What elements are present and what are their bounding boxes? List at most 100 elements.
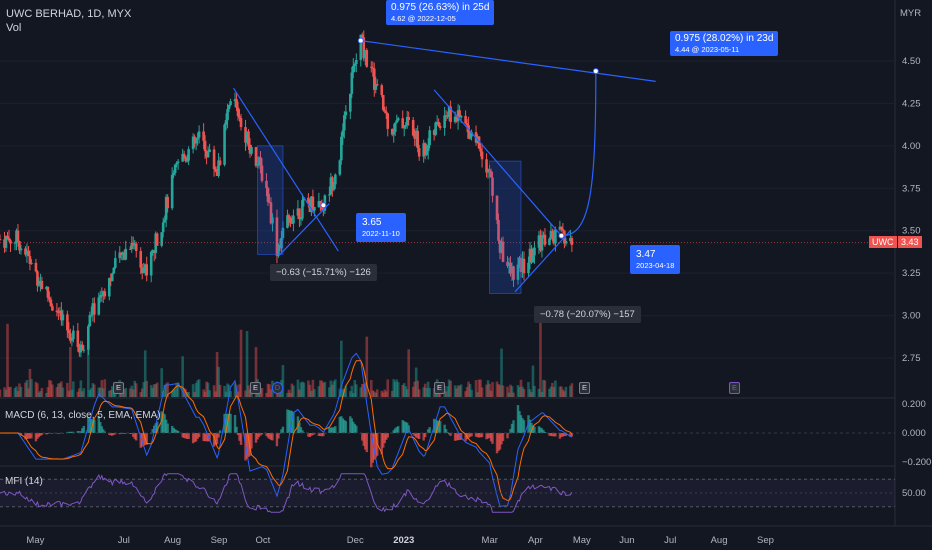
volume-bar: [518, 387, 521, 397]
macd-hist-bar: [470, 433, 473, 437]
macd-hist-bar: [70, 431, 74, 433]
candle-body: [91, 303, 95, 315]
candle-body: [495, 195, 499, 221]
volume-bar: [328, 387, 331, 397]
macd-hist-bar: [533, 426, 536, 433]
macd-hist-bar: [155, 421, 159, 433]
volume-bar: [332, 381, 336, 397]
macd-hist-bar: [386, 433, 389, 438]
macd-hist-bar: [218, 430, 222, 433]
price-tick-label: 2.75: [902, 353, 921, 364]
mfi-tick-label: 50.00: [902, 488, 926, 499]
earnings-mark[interactable]: E: [579, 382, 590, 394]
macd-hist-bar: [81, 428, 84, 433]
candle-body: [121, 252, 125, 255]
macd-hist-bar: [397, 426, 400, 433]
macd-hist-bar: [298, 422, 301, 433]
candle-body: [145, 264, 149, 276]
candle-body: [119, 252, 123, 255]
x-tick-label: Jun: [619, 535, 634, 546]
macd-hist-bar: [271, 433, 274, 441]
macd-hist-bar: [540, 428, 544, 433]
candle-body: [181, 153, 184, 162]
macd-hist-bar: [286, 409, 289, 433]
candle-body: [93, 303, 96, 315]
volume-bar: [396, 382, 400, 397]
macd-hist-bar: [310, 433, 313, 436]
volume-bar: [133, 380, 137, 397]
volume-bar: [390, 390, 394, 397]
macd-hist-bar: [417, 433, 421, 440]
volume-bar: [223, 385, 226, 397]
candle-body: [218, 160, 222, 165]
candle-body: [224, 120, 228, 125]
macd-hist-bar: [281, 426, 285, 433]
macd-hist-bar: [519, 415, 523, 433]
x-tick-label: Aug: [711, 535, 728, 546]
volume-bar: [497, 384, 500, 397]
macd-hist-bar: [235, 426, 238, 433]
candle-body: [118, 252, 122, 259]
currency-label: MYR: [900, 8, 922, 19]
macd-hist-bar: [227, 413, 231, 433]
volume-bar: [79, 380, 83, 397]
candle-body: [113, 258, 117, 268]
candle-body: [411, 119, 415, 136]
earnings-mark[interactable]: E: [250, 382, 261, 394]
volume-bar: [552, 387, 556, 397]
volume-bar: [227, 384, 231, 397]
price-tick-label: 3.75: [902, 183, 921, 194]
volume-bar: [27, 388, 30, 397]
candle-body: [66, 314, 69, 331]
macd-hist-bar: [163, 414, 166, 433]
apr-low-label: 3.47 2023-04-18: [630, 245, 681, 274]
candle-body: [560, 226, 563, 230]
volume-bar: [340, 340, 343, 397]
macd-hist-bar: [161, 413, 165, 433]
macd-hist-bar: [453, 433, 457, 441]
trendline-mar-rise: [514, 230, 571, 293]
earnings-mark[interactable]: E: [434, 382, 445, 394]
volume-bar: [425, 388, 428, 397]
volume-bar: [509, 384, 512, 397]
volume-bar: [72, 381, 75, 397]
dividend-mark[interactable]: D: [272, 382, 283, 394]
macd-hist-bar: [184, 433, 187, 439]
candle-body: [196, 137, 199, 140]
volume-bar: [6, 323, 9, 397]
candle-body: [217, 160, 220, 176]
candle-body: [265, 180, 268, 189]
macd-hist-bar: [428, 427, 431, 433]
macd-hist-bar: [40, 433, 44, 436]
volume-bar: [414, 367, 418, 397]
macd-hist-bar: [114, 433, 117, 435]
volume-bar: [512, 392, 515, 397]
macd-hist-bar: [404, 422, 407, 433]
candle-body: [459, 115, 463, 118]
macd-hist-bar: [154, 423, 157, 433]
candle-body: [233, 99, 237, 102]
macd-hist-bar: [319, 433, 322, 437]
macd-tick-label: −0.200: [902, 457, 931, 468]
candle-body: [334, 174, 337, 185]
macd-hist-bar: [67, 431, 71, 433]
candle-body: [271, 217, 274, 224]
volume-bar: [405, 389, 409, 397]
top-measure-label: 0.975 (26.63%) in 25d 4.62 @ 2022-12-05: [386, 0, 495, 25]
volume-bar: [101, 388, 105, 397]
macd-hist-bar: [528, 419, 532, 433]
volume-bar: [395, 379, 399, 397]
candle-body: [551, 231, 554, 235]
macd-hist-bar: [287, 410, 291, 433]
candle-body: [548, 238, 551, 245]
volume-bar: [307, 380, 310, 397]
macd-hist-bar: [259, 433, 262, 436]
candle-body: [479, 148, 482, 152]
macd-hist-bar: [239, 433, 243, 445]
earnings-mark[interactable]: E: [113, 382, 124, 394]
earnings-mark[interactable]: E: [729, 382, 740, 394]
volume-bar: [500, 348, 503, 397]
volume-bar: [110, 386, 114, 397]
candle-body: [51, 306, 54, 311]
